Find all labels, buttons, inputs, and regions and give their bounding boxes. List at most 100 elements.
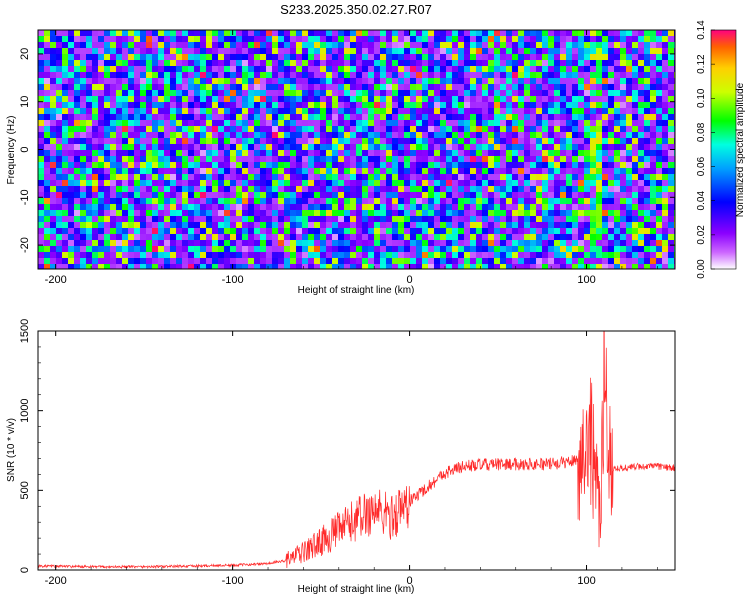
heatmap-cell [440,228,447,235]
heatmap-cell [338,240,345,247]
heatmap-cell [218,42,225,49]
heatmap-cell [404,156,411,163]
heatmap-cell [500,204,507,211]
heatmap-cell [512,120,519,127]
heatmap-cell [44,252,51,259]
heatmap-cell [272,30,279,37]
heatmap-cell [284,108,291,115]
heatmap-cell [128,54,135,61]
heatmap-cell [644,48,651,55]
heatmap-cell [188,264,195,269]
heatmap-cell [656,54,663,61]
heatmap-cell [122,228,129,235]
heatmap-cell [74,96,81,103]
heatmap-cell [62,138,69,145]
heatmap-cell [560,144,567,151]
heatmap-cell [188,66,195,73]
heatmap-cell [590,144,597,151]
heatmap-cell [584,192,591,199]
heatmap-cell [284,180,291,187]
heatmap-cell [422,42,429,49]
heatmap-cell [542,60,549,67]
heatmap-cell [560,240,567,247]
heatmap-cell [224,222,231,229]
heatmap-cell [446,210,453,217]
heatmap-cell [104,180,111,187]
heatmap-cell [236,228,243,235]
heatmap-cell [560,132,567,139]
heatmap-cell [314,84,321,91]
heatmap-cell [212,60,219,67]
heatmap-cell [548,84,555,91]
heatmap-cell [86,150,93,157]
heatmap-cell [554,174,561,181]
heatmap-cell [212,126,219,133]
heatmap-cell [446,114,453,121]
heatmap-cell [326,204,333,211]
heatmap-cell [44,156,51,163]
heatmap-cell [566,180,573,187]
heatmap-cell [332,126,339,133]
heatmap-cell [374,126,381,133]
heatmap-cell [470,114,477,121]
heatmap-cell [404,204,411,211]
heatmap-cell [374,36,381,43]
heatmap-cell [374,150,381,157]
heatmap-cell [554,102,561,109]
heatmap-cell [590,84,597,91]
heatmap-cell [422,66,429,73]
heatmap-cell [488,252,495,259]
heatmap-cell [536,216,543,223]
heatmap-cell [302,156,309,163]
heatmap-cell [44,162,51,169]
heatmap-cell [374,210,381,217]
heatmap-cell [446,246,453,253]
heatmap-cell [416,114,423,121]
heatmap-cell [452,102,459,109]
heatmap-cell [182,216,189,223]
heatmap-cell [566,246,573,253]
heatmap-cell [500,102,507,109]
heatmap-cell [362,168,369,175]
heatmap-cell [308,120,315,127]
heatmap-cell [134,216,141,223]
heatmap-cell [218,222,225,229]
heatmap-cell [632,72,639,79]
heatmap-cell [524,126,531,133]
heatmap-cell [218,246,225,253]
heatmap-cell [488,108,495,115]
heatmap-cell [344,54,351,61]
heatmap-cell [446,222,453,229]
heatmap-cell [296,204,303,211]
heatmap-cell [440,234,447,241]
heatmap-cell [548,126,555,133]
heatmap-cell [176,246,183,253]
heatmap-cell [116,240,123,247]
heatmap-cell [626,204,633,211]
heatmap-cell [440,126,447,133]
heatmap-cell [188,156,195,163]
heatmap-cell [506,210,513,217]
heatmap-cell [176,132,183,139]
heatmap-cell [158,48,165,55]
heatmap-cell [236,180,243,187]
heatmap-cell [260,216,267,223]
heatmap-cell [590,150,597,157]
heatmap-cell [134,120,141,127]
heatmap-cell [668,186,675,193]
heatmap-cell [470,162,477,169]
heatmap-cell [158,96,165,103]
heatmap-cell [188,78,195,85]
heatmap-cell [260,198,267,205]
heatmap-cell [50,96,57,103]
heatmap-cell [332,156,339,163]
heatmap-cell [92,156,99,163]
heatmap-cell [62,84,69,91]
heatmap-cell [440,240,447,247]
heatmap-cell [182,30,189,37]
heatmap-cell [596,30,603,37]
heatmap-cell [404,180,411,187]
heatmap-cell [326,264,333,269]
heatmap-cell [398,132,405,139]
heatmap-cell [410,60,417,67]
